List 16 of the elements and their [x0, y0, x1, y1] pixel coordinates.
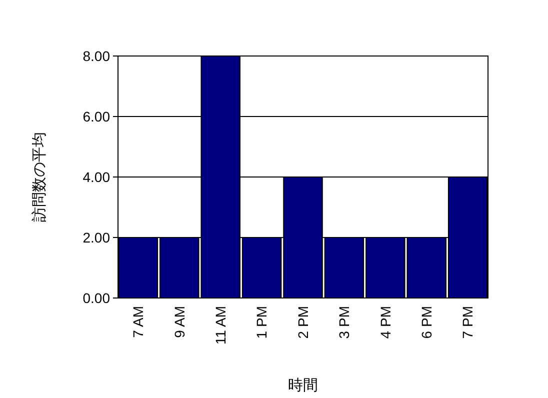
y-axis-title: 訪問数の平均: [31, 132, 48, 222]
x-tick-label: 11 AM: [212, 306, 228, 345]
y-tick-label: 8.00: [82, 48, 110, 64]
x-tick-label: 1 PM: [254, 306, 270, 339]
y-tick-label: 0.00: [82, 290, 110, 306]
x-tick-label: 6 PM: [418, 306, 435, 339]
x-tick-label: 2 PM: [294, 306, 311, 339]
x-tick-label: 3 PM: [336, 306, 352, 339]
x-tick-label: 7 AM: [130, 306, 146, 338]
x-tick-label: 9 AM: [171, 306, 188, 338]
y-tick-label: 4.00: [82, 168, 110, 185]
x-axis-title: 時間: [288, 377, 318, 394]
x-tick-label: 4 PM: [377, 306, 394, 339]
x-tick-label: 7 PM: [460, 306, 476, 339]
y-tick-label: 6.00: [82, 108, 110, 124]
y-tick-label: 2.00: [82, 229, 110, 246]
